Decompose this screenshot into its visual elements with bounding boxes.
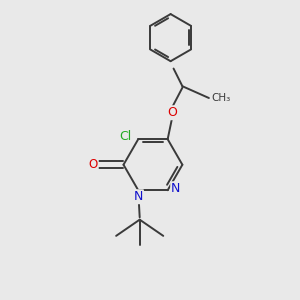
Text: O: O: [88, 158, 98, 171]
Text: Cl: Cl: [120, 130, 132, 143]
Text: N: N: [134, 190, 143, 203]
Text: CH₃: CH₃: [211, 93, 230, 103]
Text: O: O: [167, 106, 177, 119]
Text: N: N: [171, 182, 181, 195]
